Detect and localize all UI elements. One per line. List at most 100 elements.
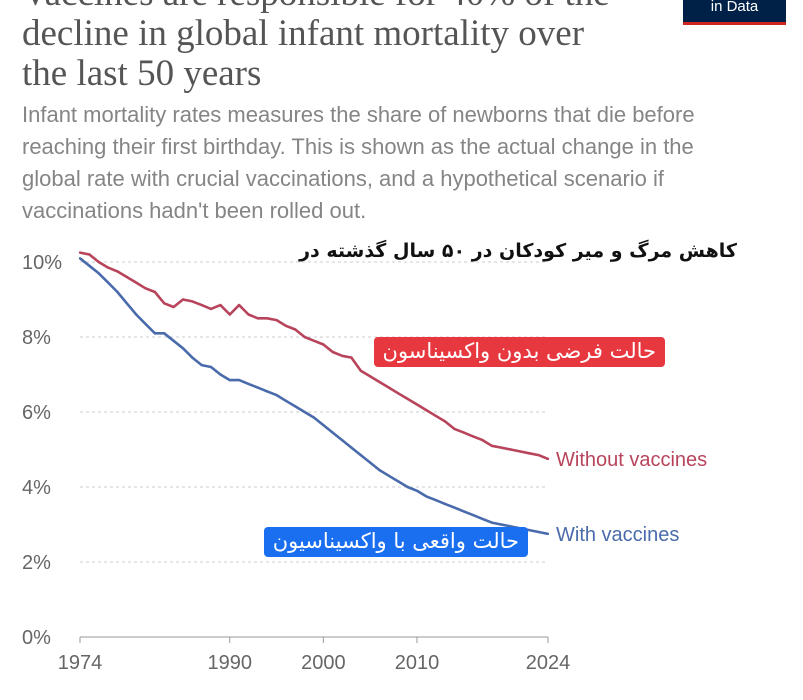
x-tick-label: 1990 <box>208 652 253 674</box>
data-point-without <box>397 392 400 395</box>
data-point-with <box>471 513 475 517</box>
data-point-with <box>331 431 334 434</box>
data-point-with <box>284 399 288 402</box>
data-point-without <box>97 260 100 264</box>
data-point-without <box>163 302 166 305</box>
data-point-without <box>490 444 493 447</box>
data-point-without <box>116 270 119 273</box>
y-tick-label: 8% <box>22 327 51 349</box>
x-tick-label: 2024 <box>526 652 571 674</box>
data-point-without <box>331 350 334 354</box>
data-point-without <box>359 369 362 372</box>
y-tick-label: 2% <box>22 552 51 574</box>
data-point-without <box>303 335 306 339</box>
data-point-with <box>294 405 297 408</box>
data-point-without <box>546 457 550 461</box>
data-point-with <box>266 390 269 393</box>
data-point-with <box>172 339 175 342</box>
data-point-without <box>200 303 203 307</box>
data-point-without <box>228 313 231 316</box>
data-point-without <box>125 275 128 279</box>
data-point-with <box>144 322 147 326</box>
data-point-without <box>135 281 138 284</box>
data-point-with <box>200 363 203 367</box>
y-tick-label: 0% <box>22 627 51 649</box>
badge-with-vaccines: حالت واقعی با واکسیناسیون <box>263 527 528 557</box>
data-point-without <box>88 253 91 256</box>
data-point-with <box>153 332 157 335</box>
persian-overlay-title: کاهش مرگ و میر کودکان در ۵۰ سال گذشته در <box>299 240 737 262</box>
data-point-without <box>144 287 147 290</box>
data-point-with <box>181 347 185 350</box>
data-point-with <box>443 502 447 506</box>
data-point-without <box>462 431 465 434</box>
data-point-with <box>481 517 484 521</box>
data-point-with <box>359 453 362 457</box>
data-point-with <box>369 461 372 464</box>
data-point-with <box>219 373 222 376</box>
data-point-without <box>500 446 503 449</box>
data-point-without <box>434 414 437 417</box>
data-point-with <box>256 386 259 389</box>
data-point-without <box>340 354 344 357</box>
chart-title: Vaccines are responsible for 40% of the … <box>22 0 610 94</box>
data-point-with <box>453 506 456 509</box>
owid-logo: in Data <box>683 0 786 25</box>
data-point-without <box>453 427 456 431</box>
data-point-with <box>247 382 250 386</box>
data-point-without <box>78 251 82 254</box>
data-point-without <box>509 448 512 451</box>
data-point-with <box>209 365 213 369</box>
data-point-without <box>181 298 185 301</box>
data-point-with <box>303 410 306 414</box>
data-point-without <box>406 397 409 401</box>
data-point-with <box>397 480 400 483</box>
badge-without-vaccines: حالت فرضی بدون واکسیناسون <box>373 337 665 367</box>
data-point-without <box>481 438 484 442</box>
data-point-without <box>256 317 259 320</box>
data-point-without <box>322 343 325 346</box>
data-point-with <box>415 489 419 492</box>
x-tick-label: 2000 <box>301 652 346 674</box>
data-point-without <box>312 339 316 342</box>
data-point-without <box>266 317 269 320</box>
series-line-with <box>79 257 549 536</box>
data-point-with <box>528 528 531 532</box>
x-tick-label: 2010 <box>395 652 440 674</box>
data-point-with <box>163 332 166 335</box>
data-point-with <box>406 485 409 489</box>
data-point-with <box>350 446 353 449</box>
data-point-with <box>387 474 391 477</box>
data-point-without <box>528 452 531 455</box>
data-point-without <box>275 318 278 322</box>
data-point-without <box>425 408 428 412</box>
data-point-with <box>322 423 325 427</box>
data-point-with <box>78 257 82 260</box>
data-point-without <box>209 307 213 311</box>
series-label-without: Without vaccines <box>556 449 707 471</box>
data-point-with <box>340 438 344 442</box>
x-tick-label: 1974 <box>58 652 103 674</box>
data-point-with <box>88 264 91 267</box>
data-point-with <box>490 521 493 524</box>
data-point-without <box>191 300 194 303</box>
data-point-with <box>312 416 316 419</box>
data-point-without <box>153 290 157 294</box>
data-point-without <box>537 453 540 457</box>
data-point-with <box>378 468 381 472</box>
data-point-with <box>97 272 100 275</box>
data-point-with <box>191 356 194 359</box>
data-point-with <box>500 523 503 526</box>
data-point-with <box>106 281 110 284</box>
data-point-without <box>350 356 353 359</box>
data-point-without <box>172 305 175 309</box>
data-point-with <box>116 290 119 294</box>
data-point-without <box>284 324 288 327</box>
data-point-without <box>415 403 419 406</box>
data-point-with <box>125 302 128 305</box>
data-point-without <box>518 450 522 453</box>
y-tick-label: 4% <box>22 477 51 499</box>
chart-subtitle: Infant mortality rates measures the shar… <box>22 102 695 223</box>
data-point-without <box>294 328 297 331</box>
data-point-with <box>135 313 138 316</box>
